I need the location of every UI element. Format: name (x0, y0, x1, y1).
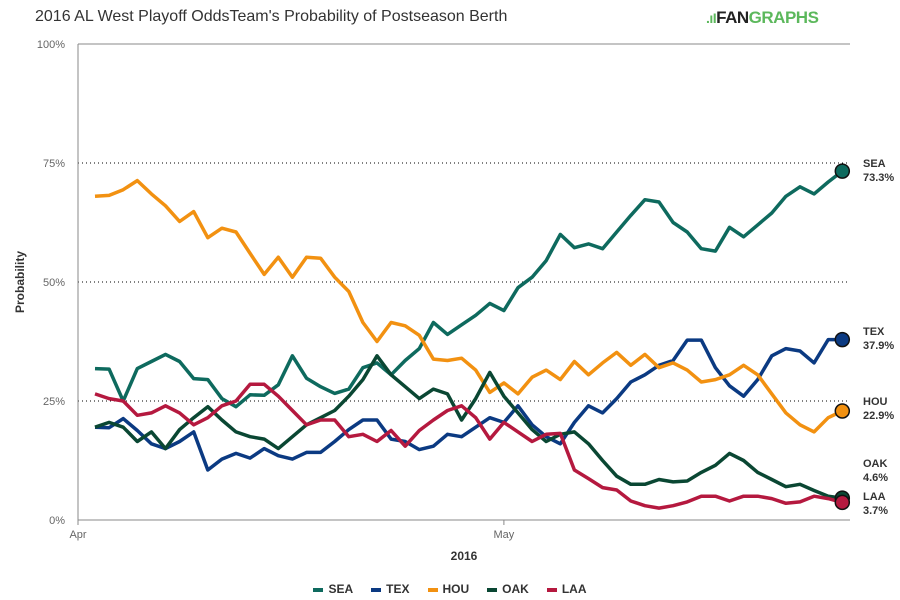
x-tick-label: Apr (69, 529, 86, 541)
legend-swatch (371, 587, 382, 592)
end-marker-tex (834, 331, 851, 348)
end-label-name-tex: TEX (863, 326, 885, 338)
legend-item-oak[interactable]: OAK (487, 582, 529, 596)
end-marker-laa (834, 494, 851, 511)
end-label-name-laa: LAA (863, 491, 886, 503)
end-marker-sea (834, 163, 851, 179)
end-label-value-oak: 4.6% (863, 472, 888, 484)
axes: 0% 25% 50% 75% 100% Apr May 2016 Probability (13, 39, 850, 563)
x-axis-title: 2016 (451, 549, 478, 563)
series-line-laa (94, 382, 843, 510)
legend-item-hou[interactable]: HOU (427, 582, 470, 596)
legend-item-sea[interactable]: SEA (313, 582, 353, 596)
legend-label: TEX (386, 582, 410, 596)
legend: SEA TEX HOU OAK LAA (0, 582, 900, 596)
series-line-hou (94, 178, 844, 434)
series-line-sea (94, 169, 844, 409)
batter-icon: .ıI (706, 10, 717, 26)
fangraphs-logo[interactable]: .ıIFANGRAPHS (706, 8, 819, 28)
legend-swatch (313, 587, 324, 592)
end-label-value-tex: 37.9% (863, 340, 894, 352)
chart-title: 2016 AL West Playoff OddsTeam's Probabil… (35, 8, 508, 25)
legend-item-tex[interactable]: TEX (371, 582, 410, 596)
y-tick-label: 25% (43, 396, 65, 408)
series-line-tex (94, 337, 843, 472)
legend-swatch (427, 587, 438, 592)
legend-label: SEA (328, 582, 354, 596)
legend-swatch (546, 587, 557, 592)
legend-label: LAA (561, 582, 587, 596)
series-line-oak (94, 354, 843, 500)
legend-item-laa[interactable]: LAA (546, 582, 587, 596)
end-label-value-sea: 73.3% (863, 172, 894, 184)
legend-label: OAK (502, 582, 529, 596)
end-markers: SEA 73.3% TEX 37.9% HOU 22.9% OAK 4.6% LAA 3.7% (834, 158, 894, 517)
end-label-name-oak: OAK (863, 458, 888, 470)
end-label-name-hou: HOU (863, 396, 888, 408)
y-tick-label: 0% (49, 515, 65, 527)
logo-graphs-text: GRAPHS (748, 8, 819, 27)
end-label-value-hou: 22.9% (863, 410, 894, 422)
series-lines (94, 169, 844, 510)
logo-fan-text: FAN (716, 8, 749, 27)
end-marker-hou (834, 403, 851, 419)
y-axis-title: Probability (13, 251, 27, 313)
x-tick-label: May (494, 529, 515, 541)
end-label-name-sea: SEA (863, 158, 886, 170)
end-label-value-laa: 3.7% (863, 505, 888, 517)
legend-swatch (487, 587, 498, 592)
legend-label: HOU (442, 582, 470, 596)
y-tick-label: 75% (43, 158, 65, 170)
y-tick-label: 100% (37, 39, 65, 51)
grid (78, 162, 850, 402)
y-tick-label: 50% (43, 277, 65, 289)
